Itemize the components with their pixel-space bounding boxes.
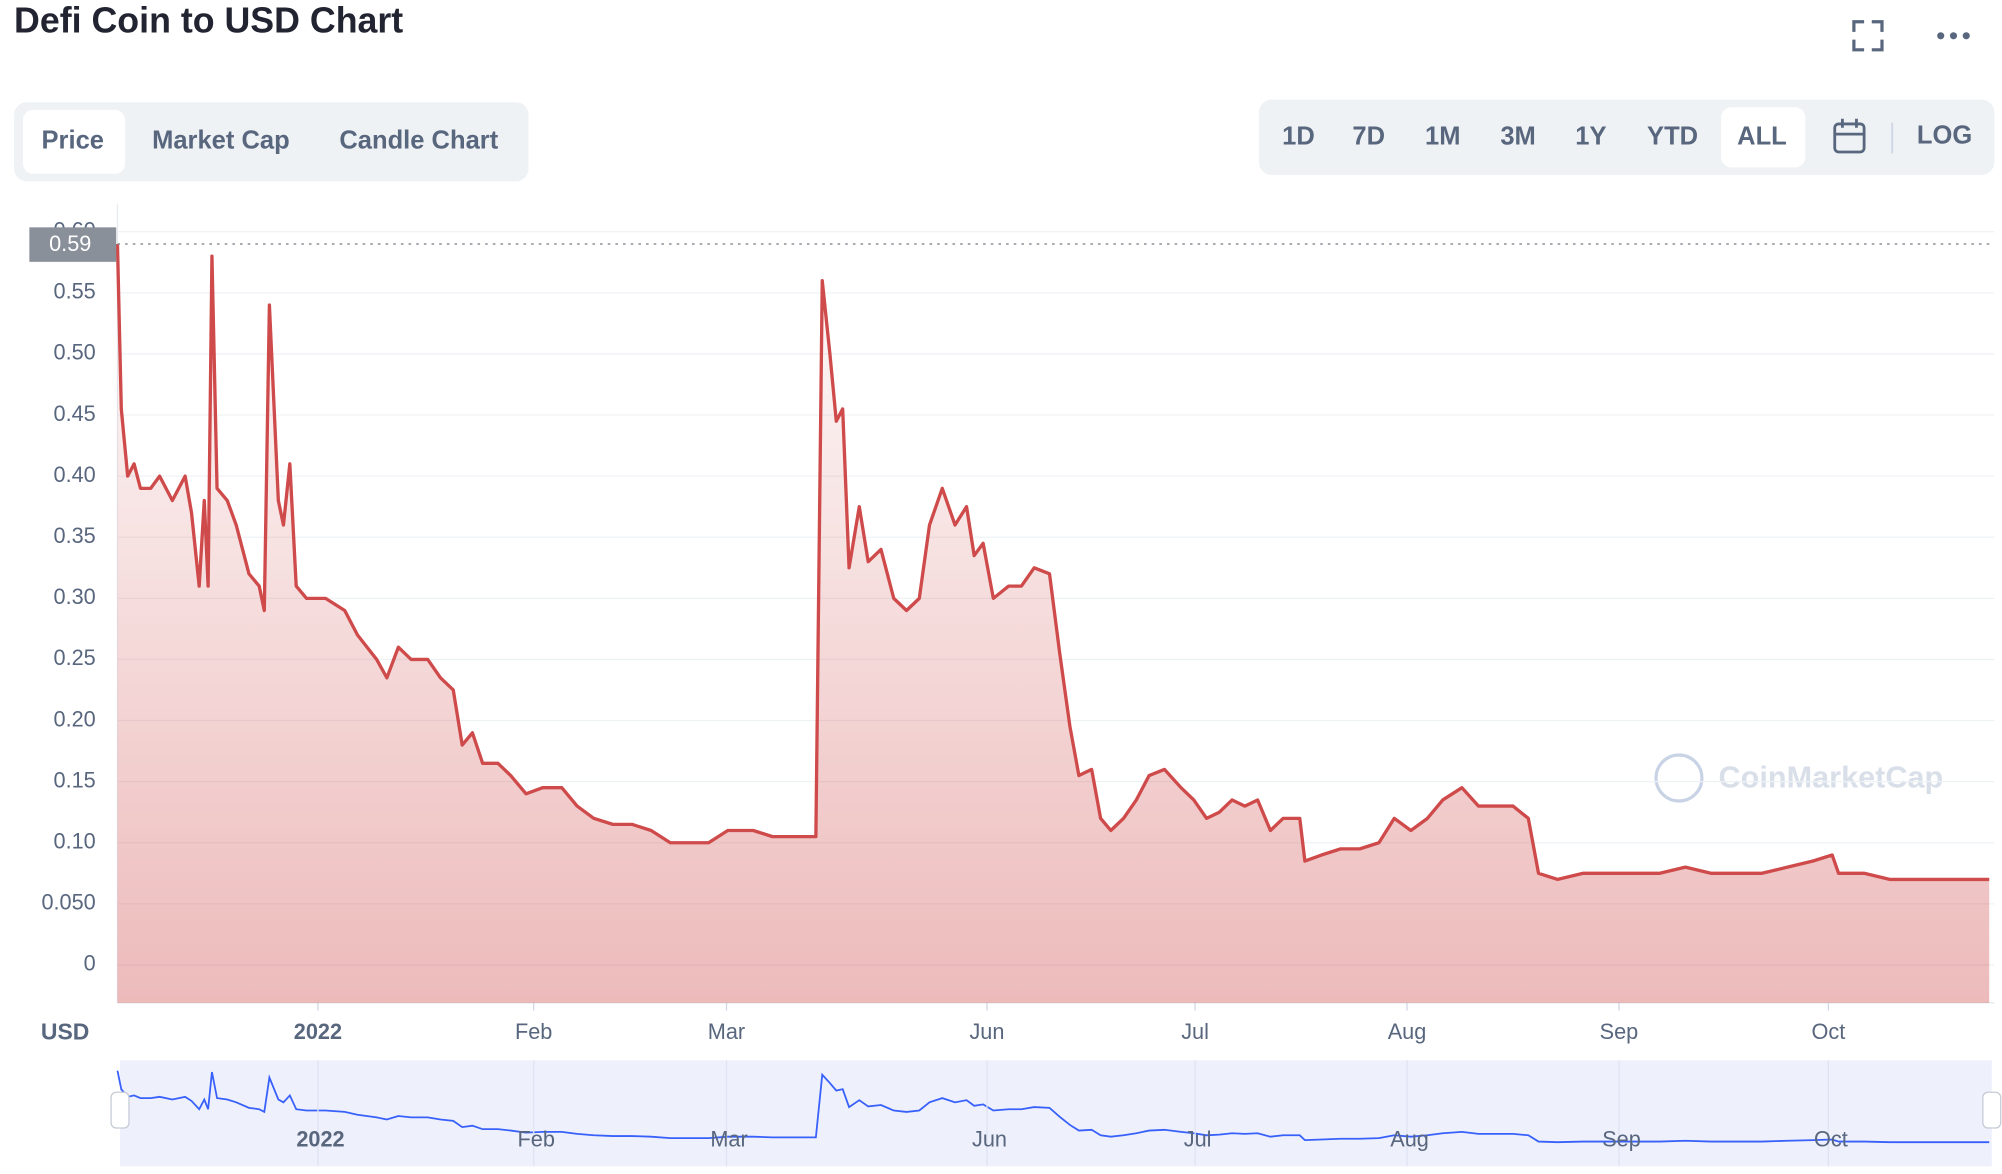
chart-title: Defi Coin to USD Chart (14, 0, 403, 40)
y-tick-label: 0.40 (54, 462, 96, 487)
y-tick-label: 0.050 (41, 890, 95, 915)
y-tick-label: 0.10 (54, 828, 96, 853)
x-tick-label: Feb (515, 1019, 552, 1044)
tab[interactable]: Candle Chart (339, 127, 498, 155)
line (115, 243, 1990, 882)
more-icon[interactable] (1937, 32, 1970, 40)
range-button[interactable]: YTD (1647, 123, 1698, 151)
range-button[interactable]: 1Y (1575, 123, 1606, 151)
x-tick-label: Mar (708, 1019, 745, 1044)
range-button[interactable]: 1M (1425, 123, 1460, 151)
y-tick-label: 0.25 (54, 645, 96, 670)
y-tick-label: 0.55 (54, 279, 96, 304)
navigator-handle[interactable] (110, 1091, 130, 1129)
x-tick-label: Oct (1811, 1019, 1845, 1044)
watermark: CoinMarketCap (1719, 760, 1944, 794)
navigator-label: Mar (710, 1127, 747, 1152)
y-tick-label: 0.20 (54, 706, 96, 731)
active-range (1721, 107, 1806, 168)
y-tick-label: 0.15 (54, 767, 96, 792)
active-tab (22, 109, 126, 174)
navigator-label: Oct (1814, 1127, 1848, 1152)
range-button[interactable]: ALL (1737, 123, 1787, 151)
y-axis-label: USD (41, 1019, 89, 1045)
range-bar (1258, 99, 1995, 176)
price-badge (29, 227, 117, 262)
price-label: 0.59 (49, 231, 91, 256)
y-tick-label: 0.50 (54, 340, 96, 365)
navigator-label: Feb (518, 1127, 555, 1152)
range-button[interactable]: 3M (1500, 123, 1535, 151)
y-tick-label: 0.30 (54, 584, 96, 609)
fullscreen-icon[interactable] (1852, 20, 1884, 52)
navigator-line (116, 1070, 1990, 1144)
log-toggle[interactable]: LOG (1917, 121, 1972, 149)
navigator-label: 2022 (296, 1127, 344, 1152)
area (117, 243, 1990, 1003)
tab[interactable]: Market Cap (152, 127, 290, 155)
y-tick-label: 0.45 (54, 401, 96, 426)
tab-bar (14, 102, 529, 182)
calendar-icon[interactable] (1833, 118, 1866, 154)
x-tick-label: Sep (1600, 1019, 1639, 1044)
navigator-label: Sep (1602, 1127, 1641, 1152)
x-tick-label: 2022 (294, 1019, 342, 1044)
watermark-logo (1654, 753, 1704, 803)
navigator-label: Jul (1184, 1127, 1212, 1152)
range-button[interactable]: 1D (1282, 123, 1315, 151)
x-tick-label: Jul (1181, 1019, 1209, 1044)
x-tick-label: Aug (1388, 1019, 1427, 1044)
y-tick-label: 0.35 (54, 523, 96, 548)
navigator-label: Aug (1390, 1127, 1429, 1152)
range-button[interactable]: 7D (1352, 123, 1385, 151)
navigator-handle[interactable] (1982, 1091, 2002, 1129)
x-tick-label: Jun (969, 1019, 1004, 1044)
navigator-label: Jun (972, 1127, 1007, 1152)
y-tick-label: 0 (84, 951, 96, 976)
tab[interactable]: Price (42, 127, 104, 155)
